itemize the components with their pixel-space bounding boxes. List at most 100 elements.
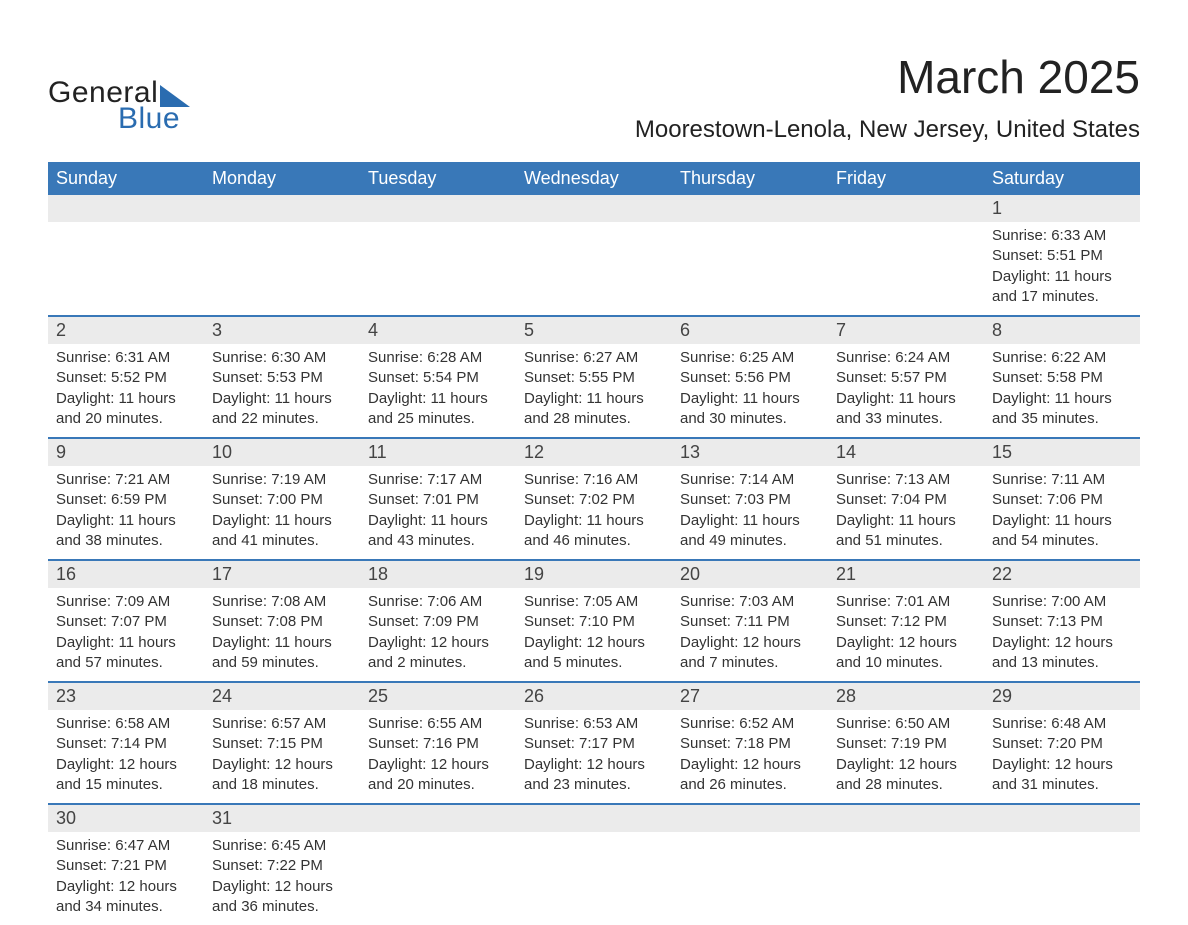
day-cell-number: 18 — [360, 560, 516, 588]
day-cell-data: Sunrise: 6:25 AMSunset: 5:56 PMDaylight:… — [672, 344, 828, 438]
day-cell-number: 19 — [516, 560, 672, 588]
day-number: 11 — [360, 439, 516, 466]
day-cell-number — [360, 804, 516, 832]
day-d1: Daylight: 11 hours — [836, 511, 976, 531]
day-cell-data — [360, 832, 516, 925]
day-number — [516, 195, 672, 222]
day-d1: Daylight: 12 hours — [680, 633, 820, 653]
week-data-row: Sunrise: 6:58 AMSunset: 7:14 PMDaylight:… — [48, 710, 1140, 804]
day-sunset: Sunset: 7:19 PM — [836, 734, 976, 754]
day-number: 27 — [672, 683, 828, 710]
day-sunrise: Sunrise: 6:33 AM — [992, 226, 1132, 246]
day-cell-number: 16 — [48, 560, 204, 588]
day-number — [672, 805, 828, 832]
day-cell-data: Sunrise: 6:48 AMSunset: 7:20 PMDaylight:… — [984, 710, 1140, 804]
day-number: 20 — [672, 561, 828, 588]
day-sunrise: Sunrise: 7:06 AM — [368, 592, 508, 612]
day-d1: Daylight: 12 hours — [56, 877, 196, 897]
day-sunset: Sunset: 7:20 PM — [992, 734, 1132, 754]
day-cell-data: Sunrise: 6:55 AMSunset: 7:16 PMDaylight:… — [360, 710, 516, 804]
day-cell-number: 5 — [516, 316, 672, 344]
day-d2: and 23 minutes. — [524, 775, 664, 795]
day-d1: Daylight: 11 hours — [524, 511, 664, 531]
day-sunrise: Sunrise: 7:17 AM — [368, 470, 508, 490]
day-cell-number: 24 — [204, 682, 360, 710]
day-number: 18 — [360, 561, 516, 588]
day-cell-data: Sunrise: 6:58 AMSunset: 7:14 PMDaylight:… — [48, 710, 204, 804]
calendar-table: Sunday Monday Tuesday Wednesday Thursday… — [48, 162, 1140, 925]
day-cell-data: Sunrise: 7:01 AMSunset: 7:12 PMDaylight:… — [828, 588, 984, 682]
day-sunrise: Sunrise: 6:28 AM — [368, 348, 508, 368]
day-d2: and 31 minutes. — [992, 775, 1132, 795]
day-number — [828, 195, 984, 222]
day-number — [828, 805, 984, 832]
weekday-header: Sunday — [48, 162, 204, 195]
day-sunrise: Sunrise: 7:13 AM — [836, 470, 976, 490]
day-cell-data — [672, 222, 828, 316]
day-d2: and 46 minutes. — [524, 531, 664, 551]
day-cell-data: Sunrise: 7:00 AMSunset: 7:13 PMDaylight:… — [984, 588, 1140, 682]
day-sunset: Sunset: 7:22 PM — [212, 856, 352, 876]
day-cell-number: 15 — [984, 438, 1140, 466]
day-sunrise: Sunrise: 6:48 AM — [992, 714, 1132, 734]
day-d1: Daylight: 11 hours — [992, 511, 1132, 531]
day-number: 17 — [204, 561, 360, 588]
week-data-row: Sunrise: 6:31 AMSunset: 5:52 PMDaylight:… — [48, 344, 1140, 438]
day-number: 28 — [828, 683, 984, 710]
day-sunset: Sunset: 7:11 PM — [680, 612, 820, 632]
day-sunset: Sunset: 5:55 PM — [524, 368, 664, 388]
day-number — [204, 195, 360, 222]
day-d2: and 54 minutes. — [992, 531, 1132, 551]
day-cell-data: Sunrise: 6:57 AMSunset: 7:15 PMDaylight:… — [204, 710, 360, 804]
day-cell-number — [672, 804, 828, 832]
day-d2: and 43 minutes. — [368, 531, 508, 551]
week-daynum-row: 16171819202122 — [48, 560, 1140, 588]
day-cell-data: Sunrise: 7:14 AMSunset: 7:03 PMDaylight:… — [672, 466, 828, 560]
day-sunrise: Sunrise: 6:25 AM — [680, 348, 820, 368]
day-d2: and 28 minutes. — [836, 775, 976, 795]
weekday-header: Tuesday — [360, 162, 516, 195]
day-cell-number — [204, 195, 360, 222]
day-d1: Daylight: 12 hours — [368, 755, 508, 775]
day-sunset: Sunset: 5:54 PM — [368, 368, 508, 388]
day-cell-data: Sunrise: 7:21 AMSunset: 6:59 PMDaylight:… — [48, 466, 204, 560]
day-cell-data: Sunrise: 7:16 AMSunset: 7:02 PMDaylight:… — [516, 466, 672, 560]
day-number: 22 — [984, 561, 1140, 588]
day-d2: and 17 minutes. — [992, 287, 1132, 307]
day-sunrise: Sunrise: 7:08 AM — [212, 592, 352, 612]
day-cell-number: 10 — [204, 438, 360, 466]
day-sunrise: Sunrise: 6:52 AM — [680, 714, 820, 734]
day-number: 5 — [516, 317, 672, 344]
day-cell-data: Sunrise: 6:24 AMSunset: 5:57 PMDaylight:… — [828, 344, 984, 438]
calendar-body: 1 Sunrise: 6:33 AMSunset: 5:51 PMDayligh… — [48, 195, 1140, 925]
day-cell-number: 20 — [672, 560, 828, 588]
day-d1: Daylight: 12 hours — [524, 633, 664, 653]
day-sunrise: Sunrise: 7:19 AM — [212, 470, 352, 490]
day-number: 10 — [204, 439, 360, 466]
week-daynum-row: 9101112131415 — [48, 438, 1140, 466]
day-d1: Daylight: 11 hours — [212, 511, 352, 531]
day-d2: and 38 minutes. — [56, 531, 196, 551]
day-number: 15 — [984, 439, 1140, 466]
day-d1: Daylight: 11 hours — [56, 511, 196, 531]
day-cell-data: Sunrise: 7:09 AMSunset: 7:07 PMDaylight:… — [48, 588, 204, 682]
day-sunrise: Sunrise: 6:55 AM — [368, 714, 508, 734]
week-daynum-row: 1 — [48, 195, 1140, 222]
day-d1: Daylight: 11 hours — [836, 389, 976, 409]
day-d1: Daylight: 11 hours — [56, 389, 196, 409]
day-sunset: Sunset: 7:08 PM — [212, 612, 352, 632]
brand-text-blue: Blue — [118, 102, 190, 136]
day-d2: and 15 minutes. — [56, 775, 196, 795]
day-d2: and 22 minutes. — [212, 409, 352, 429]
day-sunrise: Sunrise: 7:21 AM — [56, 470, 196, 490]
day-number: 2 — [48, 317, 204, 344]
weekday-header: Thursday — [672, 162, 828, 195]
day-sunset: Sunset: 7:13 PM — [992, 612, 1132, 632]
day-number: 14 — [828, 439, 984, 466]
day-cell-data: Sunrise: 7:19 AMSunset: 7:00 PMDaylight:… — [204, 466, 360, 560]
day-cell-data — [516, 832, 672, 925]
day-d2: and 13 minutes. — [992, 653, 1132, 673]
day-d1: Daylight: 12 hours — [56, 755, 196, 775]
day-sunrise: Sunrise: 6:53 AM — [524, 714, 664, 734]
weekday-header: Monday — [204, 162, 360, 195]
